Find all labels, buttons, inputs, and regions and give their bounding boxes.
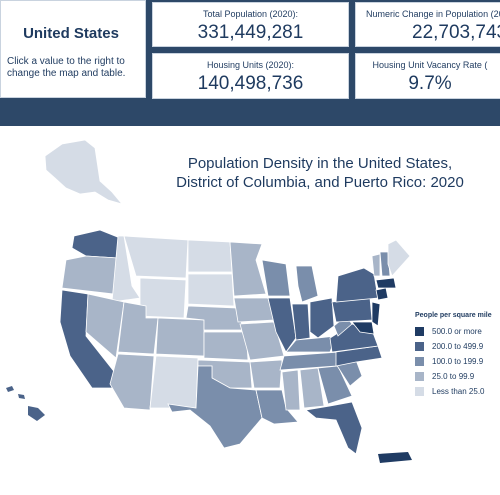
- legend-swatch: [415, 371, 424, 381]
- state-new-hampshire[interactable]: [379, 251, 391, 277]
- stat-label: Housing Unit Vacancy Rate (: [372, 60, 488, 70]
- stat-housing-units[interactable]: Housing Units (2020): 140,498,736: [152, 53, 349, 99]
- stat-label: Numeric Change in Population (20: [366, 9, 500, 19]
- legend-item: 200.0 to 499.9: [415, 340, 500, 352]
- legend-label: 25.0 to 99.9: [432, 371, 475, 381]
- state-kansas[interactable]: [203, 331, 249, 361]
- state-kentucky[interactable]: [285, 335, 337, 353]
- legend-item: Less than 25.0: [415, 385, 500, 397]
- state-new-jersey[interactable]: [371, 301, 381, 327]
- state-north-dakota[interactable]: [187, 239, 233, 273]
- legend-label: 100.0 to 199.9: [432, 356, 484, 366]
- stat-label: Total Population (2020):: [202, 9, 299, 19]
- state-indiana[interactable]: [291, 303, 311, 341]
- legend-swatch: [415, 386, 424, 396]
- legend-item: 100.0 to 199.9: [415, 355, 500, 367]
- state-alabama[interactable]: [299, 367, 325, 409]
- state-iowa[interactable]: [233, 297, 275, 323]
- state-new-york[interactable]: [335, 267, 379, 303]
- state-arkansas[interactable]: [249, 359, 283, 389]
- state-texas[interactable]: [167, 365, 263, 449]
- state-wisconsin[interactable]: [261, 259, 291, 297]
- state-minnesota[interactable]: [229, 241, 267, 297]
- stat-value[interactable]: 22,703,743: [412, 22, 500, 43]
- state-ohio[interactable]: [309, 297, 335, 339]
- stat-vacancy-rate[interactable]: Housing Unit Vacancy Rate ( 9.7%: [355, 53, 500, 99]
- state-massachusetts[interactable]: [375, 277, 397, 289]
- map-legend: People per square mile 500.0 or more 200…: [415, 312, 500, 400]
- region-instructions: Click a value to the right to change the…: [7, 56, 126, 79]
- state-maine[interactable]: [387, 239, 411, 277]
- region-card: United States Click a value to the right…: [0, 0, 146, 98]
- stat-value[interactable]: 140,498,736: [197, 73, 304, 94]
- map-title-line2: District of Columbia, and Puerto Rico: 2…: [176, 174, 464, 191]
- stat-value[interactable]: 331,449,281: [197, 22, 304, 43]
- map-panel: Population Density in the United States,…: [0, 126, 500, 495]
- state-new-mexico[interactable]: [149, 355, 199, 409]
- state-florida[interactable]: [305, 401, 363, 455]
- legend-item: 500.0 or more: [415, 325, 500, 337]
- state-alaska[interactable]: [44, 139, 124, 205]
- state-colorado[interactable]: [155, 317, 205, 357]
- legend-swatch: [415, 341, 424, 351]
- state-hawaii[interactable]: [6, 386, 14, 392]
- stat-value[interactable]: 9.7%: [408, 73, 452, 94]
- state-montana[interactable]: [123, 235, 189, 279]
- state-hawaii[interactable]: [28, 406, 45, 421]
- state-arizona[interactable]: [109, 353, 155, 411]
- legend-label: 200.0 to 499.9: [432, 341, 484, 351]
- state-michigan[interactable]: [295, 265, 319, 303]
- state-georgia[interactable]: [317, 365, 353, 405]
- state-puerto-rico[interactable]: [378, 452, 412, 463]
- state-washington[interactable]: [71, 229, 121, 259]
- legend-item: 25.0 to 99.9: [415, 370, 500, 382]
- stat-total-population[interactable]: Total Population (2020): 331,449,281: [152, 2, 349, 47]
- state-vermont[interactable]: [371, 253, 381, 277]
- state-south-dakota[interactable]: [187, 273, 235, 307]
- state-oregon[interactable]: [61, 255, 119, 295]
- state-maryland[interactable]: [351, 321, 375, 335]
- stat-label: Housing Units (2020):: [206, 60, 295, 70]
- header-bar: United States Click a value to the right…: [0, 0, 500, 126]
- legend-title: People per square mile: [415, 312, 492, 319]
- stat-numeric-change[interactable]: Numeric Change in Population (20 22,703,…: [355, 2, 500, 47]
- state-louisiana[interactable]: [255, 389, 299, 425]
- legend-swatch: [415, 326, 424, 336]
- state-hawaii[interactable]: [18, 394, 25, 399]
- region-title: United States: [23, 25, 119, 42]
- state-connecticut[interactable]: [375, 287, 389, 301]
- legend-swatch: [415, 356, 424, 366]
- us-density-map[interactable]: [0, 126, 500, 495]
- state-wyoming[interactable]: [139, 277, 187, 319]
- legend-label: Less than 25.0: [432, 386, 485, 396]
- state-mississippi[interactable]: [281, 369, 301, 411]
- state-illinois[interactable]: [267, 297, 297, 353]
- map-title: Population Density in the United States,…: [140, 154, 500, 192]
- map-title-line1: Population Density in the United States,: [187, 155, 453, 172]
- state-nevada[interactable]: [85, 293, 125, 359]
- legend-label: 500.0 or more: [432, 326, 482, 336]
